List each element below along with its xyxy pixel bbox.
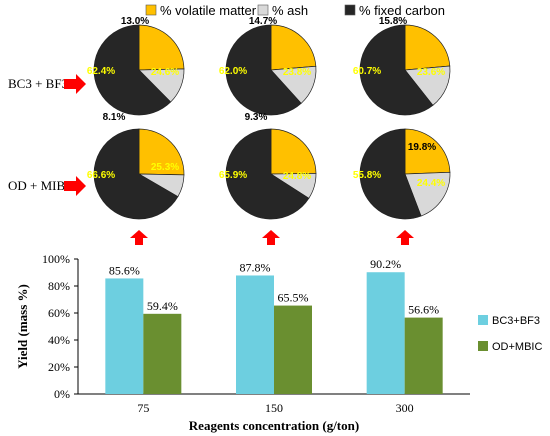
bar-legend-label-1: OD+MBIC (492, 341, 542, 353)
pie-slice-volatile-r0-c0 (138, 24, 185, 71)
y-tick-label-5: 100% (42, 252, 70, 266)
bar-value-label-bc3-300: 90.2% (370, 257, 401, 271)
pie-slice-volatile-r1-c2 (404, 128, 451, 175)
row-arrow-0 (64, 74, 86, 94)
pie-label-volatile-r0-c1: 23.8% (283, 67, 311, 78)
legend-swatch-0 (145, 4, 157, 16)
row-label-0: BC3 + BF3 (8, 76, 68, 91)
pie-label-carbon-r1-c0: 66.6% (87, 170, 115, 181)
x-tick-label-1: 150 (265, 401, 283, 415)
pie-label-carbon-r0-c0: 62.4% (87, 66, 115, 77)
bar-value-label-od-75: 59.4% (147, 299, 178, 313)
x-tick-label-2: 300 (396, 401, 414, 415)
bar-value-label-bc3-75: 85.6% (109, 263, 140, 277)
legend-swatch-2 (344, 4, 356, 16)
pie-label-ash-r1-c1: 9.3% (245, 112, 268, 123)
top-legend: % volatile matter % ash % fixed carbon (145, 3, 445, 18)
pie-label-volatile-r1-c2: 24.4% (417, 178, 445, 189)
pie-slice-carbon-r1-c0 (93, 128, 179, 220)
pie-grid: 24.6% 13.0% 62.4% 23.8% 14.7% 62.0% 23.6% 15.8%… (87, 16, 451, 220)
pie-label-carbon-r0-c1: 62.0% (219, 66, 247, 77)
row-label-1: OD + MIBC (8, 178, 74, 193)
pie-label-ash-r0-c2: 15.8% (379, 16, 407, 27)
y-tick-label-2: 40% (48, 333, 70, 347)
legend-swatch-1 (257, 4, 269, 16)
bar-legend: BC3+BF3 OD+MBIC (478, 315, 542, 353)
pie-label-carbon-r1-c1: 65.9% (219, 170, 247, 181)
pie-slice-volatile-r1-c1 (270, 128, 317, 175)
pie-label-volatile-r1-c1: 24.8% (283, 171, 311, 182)
bar-od-300 (404, 317, 443, 394)
y-tick-label-3: 60% (48, 306, 70, 320)
pie-slice-carbon-r0-c1 (225, 24, 302, 116)
up-arrow-0 (130, 230, 148, 245)
up-arrows (130, 230, 414, 245)
pie-label-carbon-r0-c2: 60.7% (353, 66, 381, 77)
pie-slice-volatile-r0-c1 (270, 24, 317, 71)
x-tick-label-0: 75 (137, 401, 149, 415)
bar-value-label-bc3-150: 87.8% (240, 260, 271, 274)
y-tick-label-4: 80% (48, 279, 70, 293)
pie-label-ash-r1-c2: 19.8% (408, 142, 436, 153)
pie-slice-volatile-r1-c0 (138, 128, 185, 176)
pie-label-volatile-r0-c2: 23.6% (417, 67, 445, 78)
bar-bc3-150 (236, 275, 274, 394)
x-axis-label: Reagents concentration (g/ton) (189, 418, 359, 433)
y-tick-label-0: 0% (54, 387, 70, 401)
row-labels: BC3 + BF3 OD + MIBC (8, 74, 86, 196)
bar-od-75 (143, 313, 182, 394)
pie-label-ash-r0-c0: 13.0% (121, 16, 149, 27)
pie-label-ash-r1-c0: 8.1% (103, 112, 126, 123)
bar-legend-label-0: BC3+BF3 (492, 315, 540, 327)
up-arrow-2 (396, 230, 414, 245)
y-axis-label: Yield (mass %) (15, 284, 30, 369)
bar-bc3-300 (366, 272, 405, 394)
pie-label-carbon-r1-c2: 55.8% (353, 170, 381, 181)
pie-slice-carbon-r0-c0 (93, 24, 172, 116)
bar-legend-swatch-0 (478, 315, 488, 325)
bar-od-150 (274, 305, 312, 394)
pie-slice-carbon-r0-c2 (359, 24, 434, 116)
pie-slice-carbon-r1-c1 (225, 128, 310, 220)
bar-bc3-75 (105, 278, 144, 394)
pie-slice-ash-r1-c2 (404, 171, 451, 217)
y-tick-label-1: 20% (48, 360, 70, 374)
bar-chart: 0% 20% 40% 60% 80% 100% Yield (mass %) 85.6% 59.… (15, 252, 470, 433)
bar-value-label-od-300: 56.6% (408, 303, 439, 317)
pie-label-volatile-r1-c0: 25.3% (151, 162, 179, 173)
bar-value-label-od-150: 65.5% (278, 291, 309, 305)
pie-label-volatile-r0-c0: 24.6% (151, 67, 179, 78)
pie-slice-carbon-r1-c2 (359, 128, 422, 220)
bar-legend-swatch-1 (478, 341, 488, 351)
pie-label-ash-r0-c1: 14.7% (249, 16, 277, 27)
row-arrow-1 (64, 176, 86, 196)
up-arrow-1 (262, 230, 280, 245)
pie-slice-volatile-r0-c2 (404, 24, 451, 71)
legend-label-0: % volatile matter (160, 3, 257, 18)
legend-label-1: % ash (272, 3, 308, 18)
legend-label-2: % fixed carbon (359, 3, 445, 18)
